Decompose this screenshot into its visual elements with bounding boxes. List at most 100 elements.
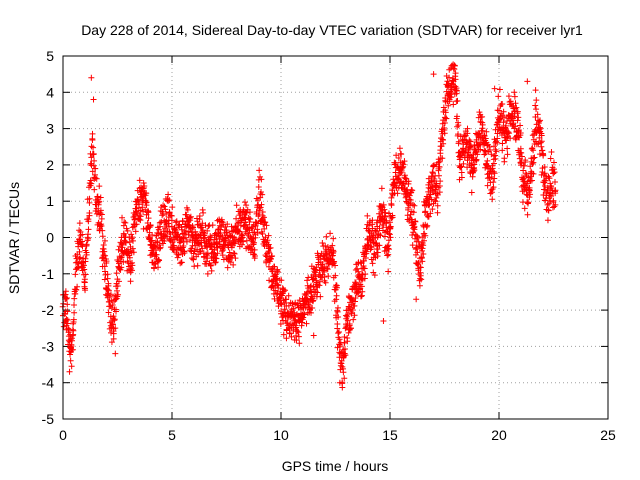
data-point	[378, 185, 385, 192]
data-point	[175, 252, 182, 259]
data-point	[412, 246, 419, 253]
data-point	[257, 204, 264, 211]
data-point	[541, 163, 548, 170]
data-point	[377, 232, 384, 239]
data-point	[141, 183, 148, 190]
data-point	[269, 252, 276, 259]
y-tick-label: -1	[42, 266, 55, 282]
data-point	[165, 220, 172, 227]
grid	[63, 56, 608, 419]
data-point	[105, 309, 112, 316]
data-point	[428, 196, 435, 203]
data-point	[199, 245, 206, 252]
data-point	[522, 159, 529, 166]
data-point	[545, 206, 552, 213]
data-point	[396, 145, 403, 152]
data-point	[83, 242, 90, 249]
data-point	[219, 252, 226, 259]
data-point	[528, 177, 535, 184]
y-axis-label: SDTVAR / TECUs	[6, 182, 22, 294]
data-point	[538, 143, 545, 150]
data-point	[181, 248, 188, 255]
data-point	[133, 221, 140, 228]
data-point	[418, 255, 425, 262]
data-point	[464, 130, 471, 137]
data-point	[99, 227, 106, 234]
data-point	[135, 201, 142, 208]
data-point	[274, 269, 281, 276]
data-point	[153, 251, 160, 258]
data-point	[434, 202, 441, 209]
data-point	[161, 203, 168, 210]
data-point	[82, 271, 89, 278]
data-point	[479, 127, 486, 134]
data-point	[401, 158, 408, 165]
data-point	[490, 160, 497, 167]
data-point	[73, 286, 80, 293]
data-point	[409, 242, 416, 249]
data-point	[347, 325, 354, 332]
data-point	[511, 89, 518, 96]
data-point	[419, 245, 426, 252]
data-point	[110, 313, 117, 320]
y-tick-labels: 5 4 3 2 1 0 -1 -2 -3 -4 -5	[42, 48, 55, 427]
data-point	[383, 217, 390, 224]
data-point	[484, 157, 491, 164]
data-point	[500, 108, 507, 115]
data-point	[371, 250, 378, 257]
y-tick-label: -5	[42, 411, 55, 427]
data-point	[332, 262, 339, 269]
data-point	[278, 301, 285, 308]
data-point	[492, 138, 499, 145]
data-point	[467, 138, 474, 145]
data-point	[104, 271, 111, 278]
data-point	[172, 219, 179, 226]
data-point	[82, 287, 89, 294]
data-point	[90, 144, 97, 151]
data-point	[492, 146, 499, 153]
data-point	[385, 237, 392, 244]
data-point	[243, 202, 250, 209]
data-point	[395, 155, 402, 162]
data-point	[465, 153, 472, 160]
data-point	[537, 139, 544, 146]
data-point	[381, 212, 388, 219]
data-point	[484, 182, 491, 189]
data-point	[550, 159, 557, 166]
y-tick-label: 3	[46, 121, 54, 137]
data-point	[165, 191, 172, 198]
data-point	[71, 302, 78, 309]
data-point	[518, 149, 525, 156]
data-point	[230, 239, 237, 246]
data-point	[91, 186, 98, 193]
data-point	[471, 167, 478, 174]
data-point	[137, 213, 144, 220]
data-point	[322, 279, 329, 286]
data-point	[213, 255, 220, 262]
data-point	[405, 178, 412, 185]
data-point	[89, 136, 96, 143]
data-point	[431, 197, 438, 204]
data-point	[230, 261, 237, 268]
data-point	[101, 248, 108, 255]
data-point	[238, 235, 245, 242]
data-point	[161, 237, 168, 244]
data-point	[468, 154, 475, 161]
data-point	[109, 321, 116, 328]
data-point	[544, 201, 551, 208]
data-point	[320, 267, 327, 274]
data-point	[417, 269, 424, 276]
data-point	[91, 157, 98, 164]
data-point	[526, 194, 533, 201]
data-point	[265, 232, 272, 239]
data-point	[76, 220, 83, 227]
data-point	[233, 202, 240, 209]
data-point	[92, 165, 99, 172]
data-point	[107, 291, 114, 298]
data-point	[162, 206, 169, 213]
data-point	[62, 288, 69, 295]
data-point	[129, 234, 136, 241]
data-point	[335, 314, 342, 321]
data-point	[108, 339, 115, 346]
data-point	[285, 302, 292, 309]
